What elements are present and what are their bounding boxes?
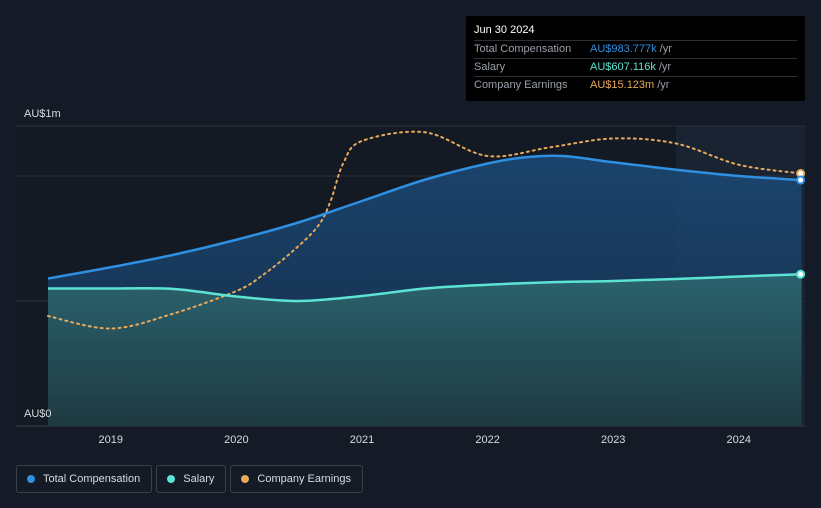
data-tooltip: Jun 30 2024 Total Compensation AU$983.77… — [466, 16, 805, 101]
legend-dot-icon — [241, 475, 250, 483]
tooltip-date: Jun 30 2024 — [474, 22, 797, 41]
company-earnings-line — [47, 130, 803, 330]
salary-area — [48, 274, 802, 426]
salary-line — [47, 272, 802, 303]
tooltip-unit: /yr — [659, 43, 672, 55]
tooltip-value: AU$607.116k — [590, 61, 656, 73]
chart-legend: Total Compensation Salary Company Earnin… — [16, 465, 367, 493]
tooltip-label: Total Compensation — [474, 43, 572, 55]
legend-label: Salary — [183, 473, 215, 485]
x-tick-label: 2020 — [224, 434, 248, 446]
x-tick-label: 2023 — [601, 434, 625, 446]
tooltip-unit: /yr — [658, 61, 672, 73]
total-compensation-line — [47, 154, 802, 280]
tooltip-value: AU$983.777k — [590, 43, 657, 55]
x-tick-label: 2021 — [350, 434, 374, 446]
legend-label: Company Earnings — [257, 473, 351, 485]
salary-end-marker — [796, 269, 806, 279]
tooltip-row-salary: Salary AU$607.116k /yr — [474, 59, 797, 77]
legend-item-total-compensation[interactable]: Total Compensation — [16, 465, 153, 493]
legend-item-salary[interactable]: Salary — [156, 465, 227, 493]
x-tick-label: 2019 — [99, 434, 123, 446]
x-tick-label: 2022 — [475, 434, 499, 446]
tooltip-value: AU$15.123m — [590, 79, 655, 91]
tooltip-unit: /yr — [657, 79, 670, 91]
legend-label: Total Compensation — [43, 473, 141, 485]
legend-item-company-earnings[interactable]: Company Earnings — [230, 465, 363, 493]
y-axis-top-label: AU$1m — [24, 108, 61, 120]
tooltip-row-total-compensation: Total Compensation AU$983.777k /yr — [474, 41, 797, 59]
tooltip-label: Salary — [474, 61, 506, 73]
tooltip-row-company-earnings: Company Earnings AU$15.123m /yr — [474, 77, 797, 94]
legend-dot-icon — [167, 475, 176, 483]
x-tick-label: 2024 — [727, 434, 751, 446]
y-axis-bottom-label: AU$0 — [24, 408, 52, 420]
tooltip-label: Company Earnings — [474, 79, 568, 91]
legend-dot-icon — [27, 475, 35, 483]
total-compensation-end-marker — [796, 175, 806, 185]
